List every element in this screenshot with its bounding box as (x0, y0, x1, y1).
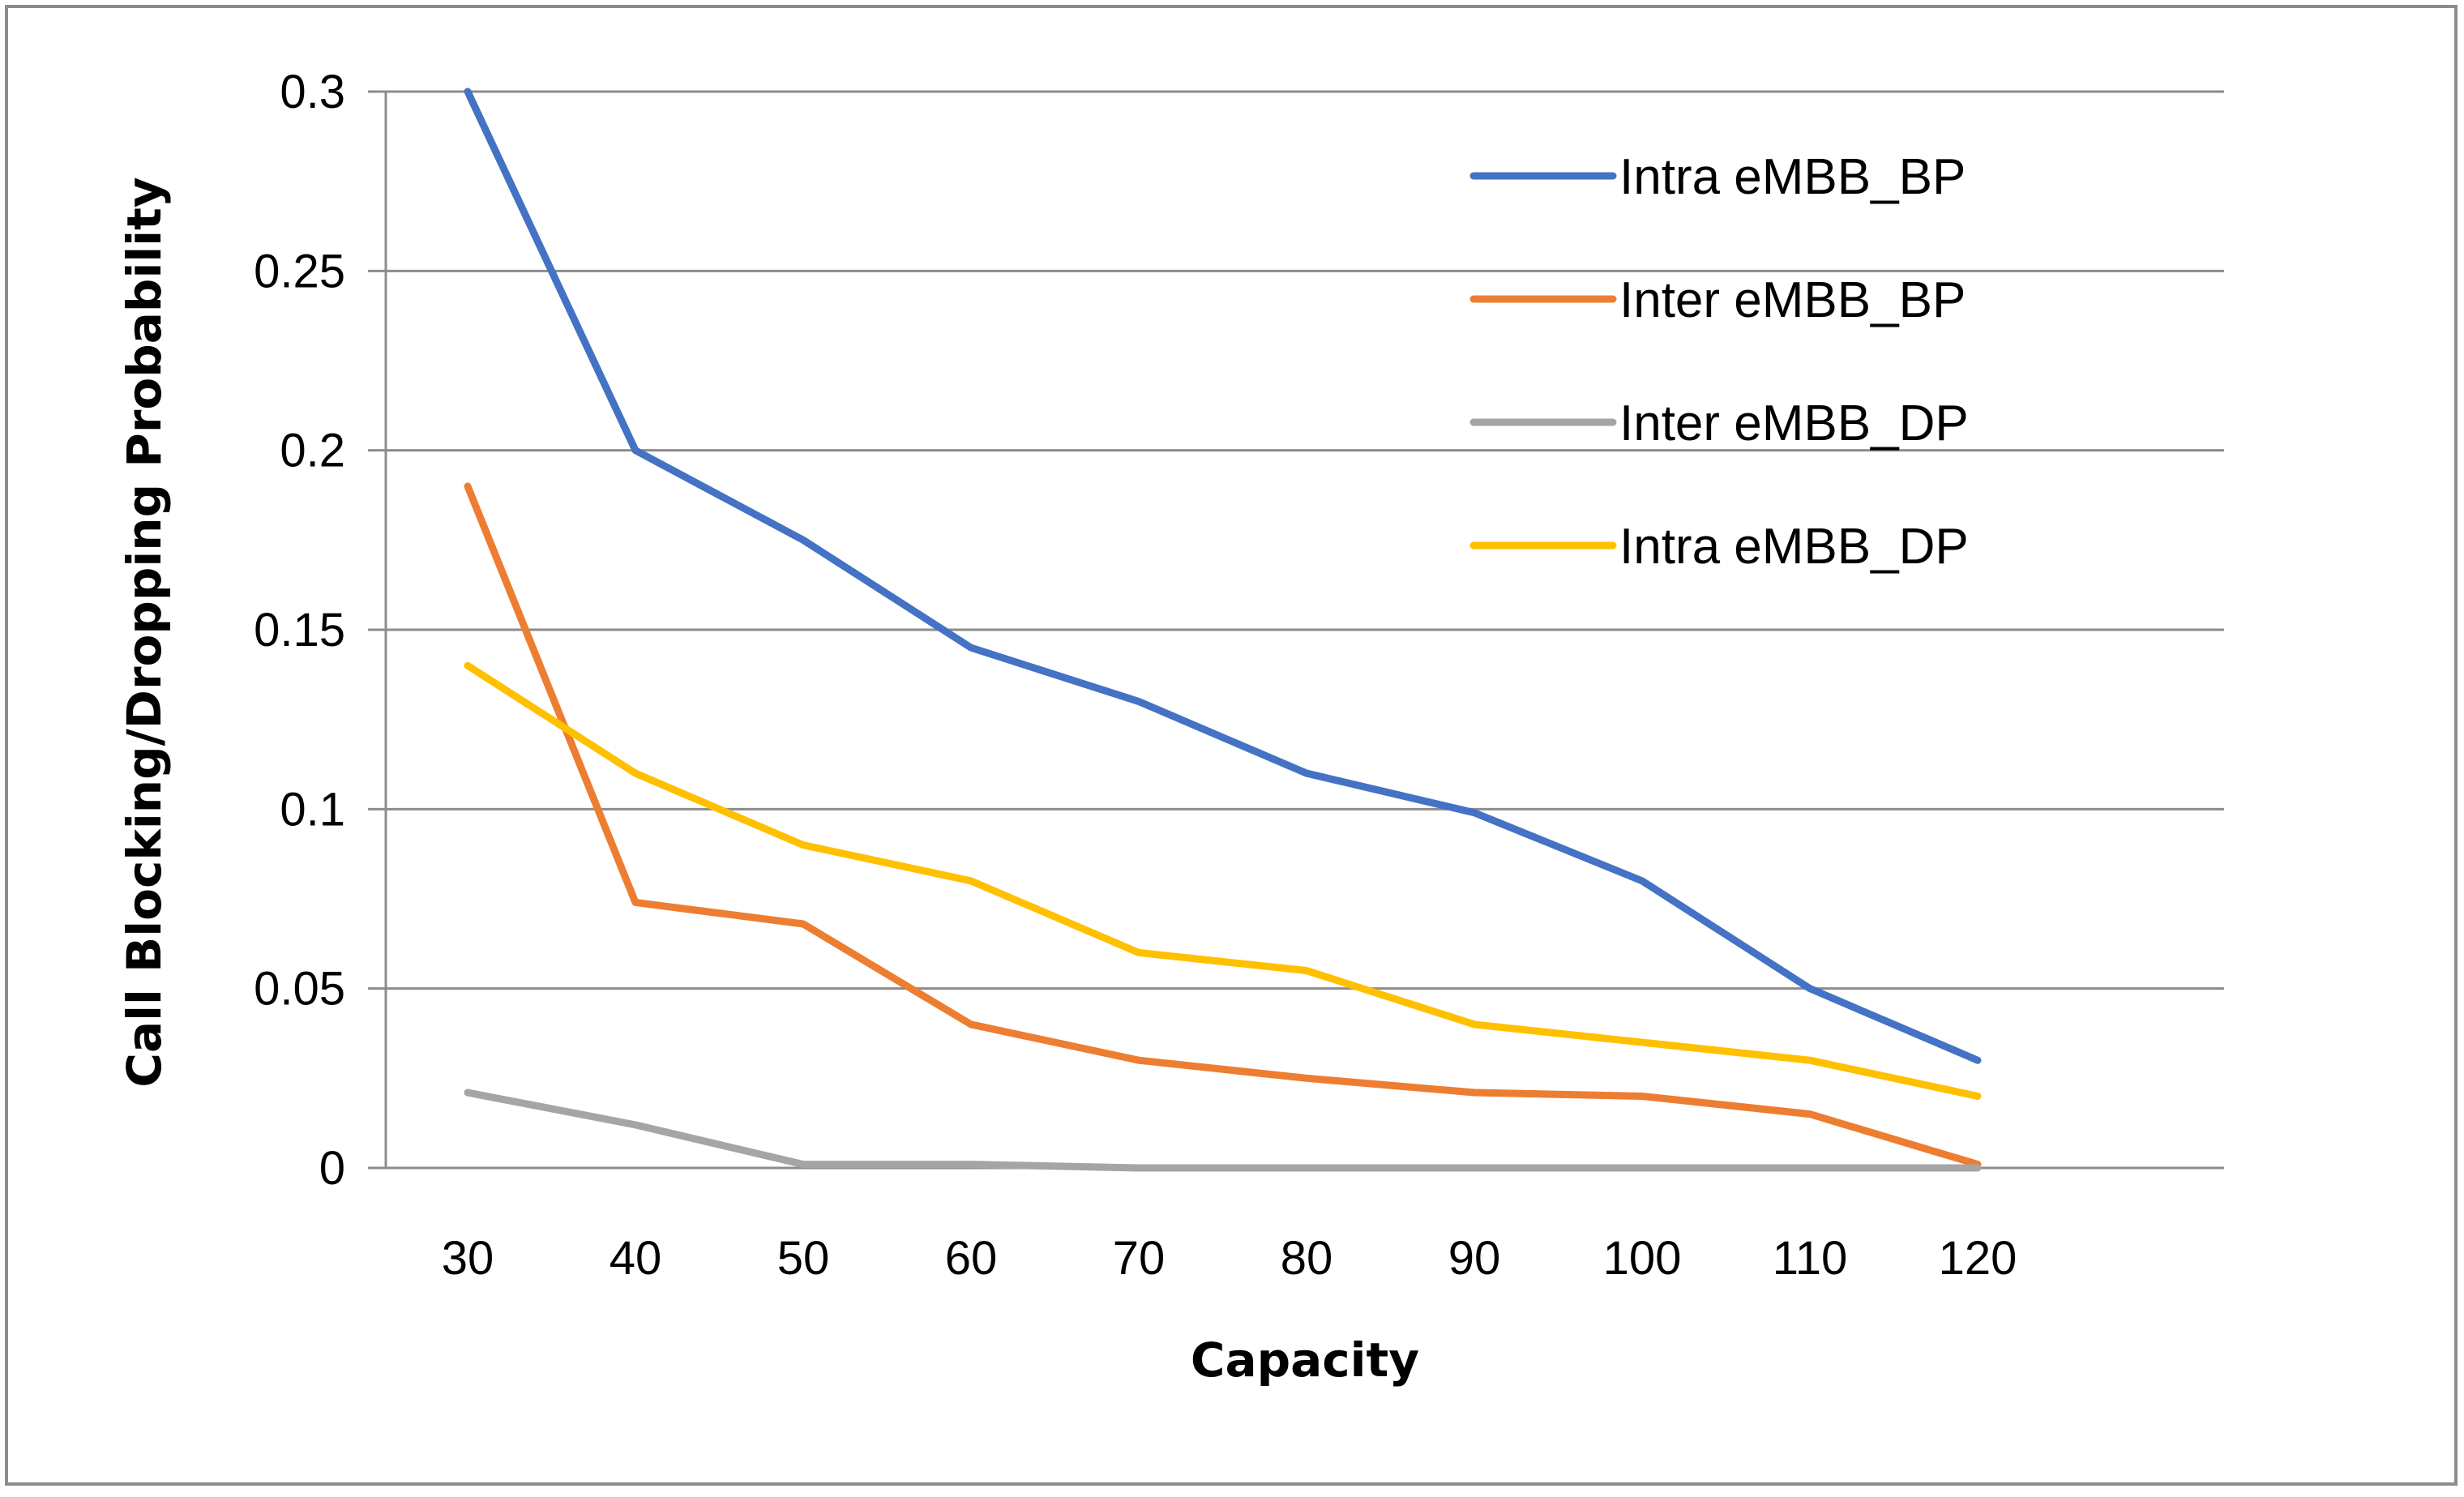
x-tick-label: 90 (1448, 1232, 1501, 1285)
x-tick-labels: 30 40 50 60 70 80 90 100 110 120 (442, 1232, 2017, 1285)
x-axis-title: Capacity (1191, 1332, 1419, 1388)
x-tick-label: 110 (1773, 1232, 1847, 1285)
y-tick-label: 0.15 (254, 604, 345, 657)
chart-border (5, 5, 2458, 1486)
series-line-1 (464, 88, 1982, 1064)
y-tick-label: 0.25 (254, 245, 345, 297)
x-tick-label: 40 (610, 1232, 662, 1285)
y-tick-label: 0.05 (254, 963, 345, 1016)
series-line-4 (464, 661, 1982, 1100)
gridlines (386, 90, 2224, 990)
x-tick-label: 50 (777, 1232, 830, 1285)
y-tick-label: 0.1 (280, 783, 345, 836)
series-line-2 (464, 482, 1982, 1169)
series-line-3 (464, 1089, 1982, 1172)
x-tick-label: 120 (1939, 1232, 2017, 1285)
x-tick-label: 60 (945, 1232, 998, 1285)
legend-label-3: Inter eMBB_DP (1619, 396, 1969, 451)
y-tick-labels: 0 0.05 0.1 0.15 0.2 0.25 0.3 (254, 66, 345, 1195)
y-axis-title: Call Blocking/Dropping Probability (117, 177, 172, 1087)
x-tick-label: 70 (1113, 1232, 1166, 1285)
series-lines (464, 88, 1982, 1172)
legend-label-1: Intra eMBB_BP (1619, 149, 1966, 205)
y-tick-label: 0.2 (280, 425, 345, 477)
legend: Intra eMBB_BP Inter eMBB_BP Inter eMBB_DP I… (1469, 149, 1969, 575)
x-tick-label: 30 (442, 1232, 494, 1285)
y-tick-label: 0.3 (280, 66, 345, 118)
legend-label-4: Intra eMBB_DP (1619, 519, 1969, 575)
x-tick-label: 80 (1281, 1232, 1333, 1285)
y-tick-label: 0 (319, 1142, 345, 1195)
legend-label-2: Inter eMBB_BP (1619, 272, 1966, 328)
x-tick-label: 100 (1603, 1232, 1682, 1285)
